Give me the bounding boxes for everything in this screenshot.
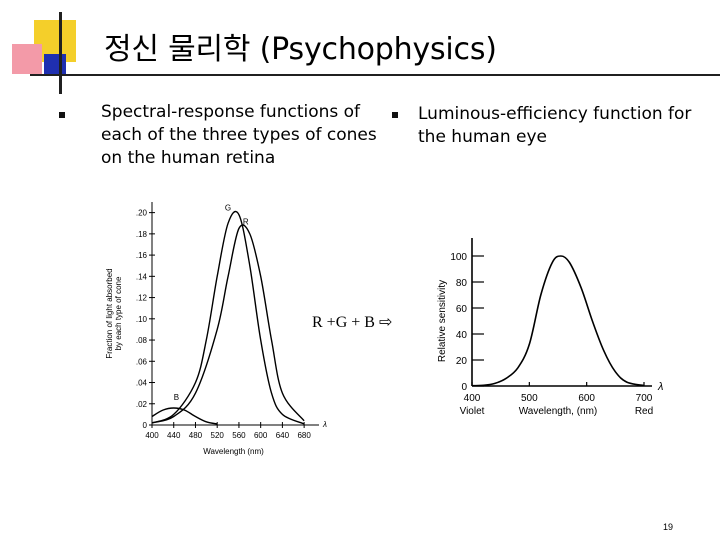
luminous-curve — [471, 255, 645, 387]
x-tick-label: 680 — [297, 431, 311, 440]
x-tick-label: 640 — [276, 431, 290, 440]
bullet-text-luminous: Luminous-efficiency function for the hum… — [418, 104, 692, 147]
y-tick-label: 80 — [456, 278, 468, 289]
y-tick-label: .08 — [136, 336, 148, 345]
x-axis-label: Wavelength (nm) — [203, 447, 264, 456]
bullet-marker — [392, 112, 398, 118]
lambda-symbol: λ — [657, 381, 663, 393]
x-tick-label: 400 — [145, 431, 159, 440]
x-tick-label: 700 — [636, 393, 653, 404]
y-axis-label: Relative sensitivity — [437, 280, 448, 362]
x-end-label-violet: Violet — [460, 406, 485, 417]
x-tick-label: 480 — [189, 431, 203, 440]
y-tick-label: .02 — [136, 400, 148, 409]
x-tick-label: 560 — [232, 431, 246, 440]
title-decor-blue-square — [44, 54, 66, 76]
y-tick-label: 0 — [143, 421, 148, 430]
lambda-symbol: λ — [322, 420, 327, 429]
x-tick-label: 440 — [167, 431, 181, 440]
y-tick-label: .12 — [136, 294, 148, 303]
x-tick-label: 500 — [521, 393, 538, 404]
x-tick-label: 520 — [211, 431, 225, 440]
y-tick-label: .14 — [136, 272, 148, 281]
curve-label-r: R — [243, 218, 249, 227]
cone-response-chart: 0 .02 .04 .06 .08 .10 .12 .14 .16 .18 .20 400 440 480… — [105, 202, 327, 456]
title-decor-vertical-line — [59, 12, 62, 94]
title-underline — [30, 74, 720, 76]
bullet-text-cones: Spectral-response functions of each of t… — [101, 102, 377, 168]
x-end-label-red: Red — [635, 406, 653, 417]
y-tick-label: 60 — [456, 304, 468, 315]
bullet-marker — [59, 112, 65, 118]
x-tick-label: 600 — [578, 393, 595, 404]
y-tick-label: 20 — [456, 356, 468, 367]
rgb-sum-formula: R +G + B ⇨ — [312, 314, 393, 331]
y-axis-label: Fraction of light absorbedby each type o… — [105, 268, 123, 358]
curve-label-b: B — [174, 393, 179, 402]
y-tick-label: .06 — [136, 357, 148, 366]
curve-b — [151, 407, 218, 425]
luminous-efficiency-chart: 0 20 40 60 80 100 400 500 600 700 Wavelength, (nm)… — [437, 238, 663, 417]
curve-r — [151, 224, 305, 424]
curve-g — [151, 210, 305, 425]
y-tick-label: 100 — [450, 252, 467, 263]
curve-label-g: G — [225, 204, 231, 213]
title-decor-pink-square — [12, 44, 42, 74]
slide-title: 정신 물리학 (Psychophysics) — [104, 32, 497, 67]
x-tick-label: 600 — [254, 431, 268, 440]
x-tick-label: 400 — [464, 393, 481, 404]
page-number: 19 — [663, 522, 674, 532]
y-tick-label: 0 — [461, 382, 467, 393]
y-tick-label: 40 — [456, 330, 468, 341]
y-tick-label: .04 — [136, 379, 148, 388]
y-tick-label: .16 — [136, 251, 148, 260]
y-tick-label: .10 — [136, 315, 148, 324]
x-axis-label: Wavelength, (nm) — [519, 406, 598, 417]
y-tick-label: .20 — [136, 209, 148, 218]
y-tick-label: .18 — [136, 230, 148, 239]
